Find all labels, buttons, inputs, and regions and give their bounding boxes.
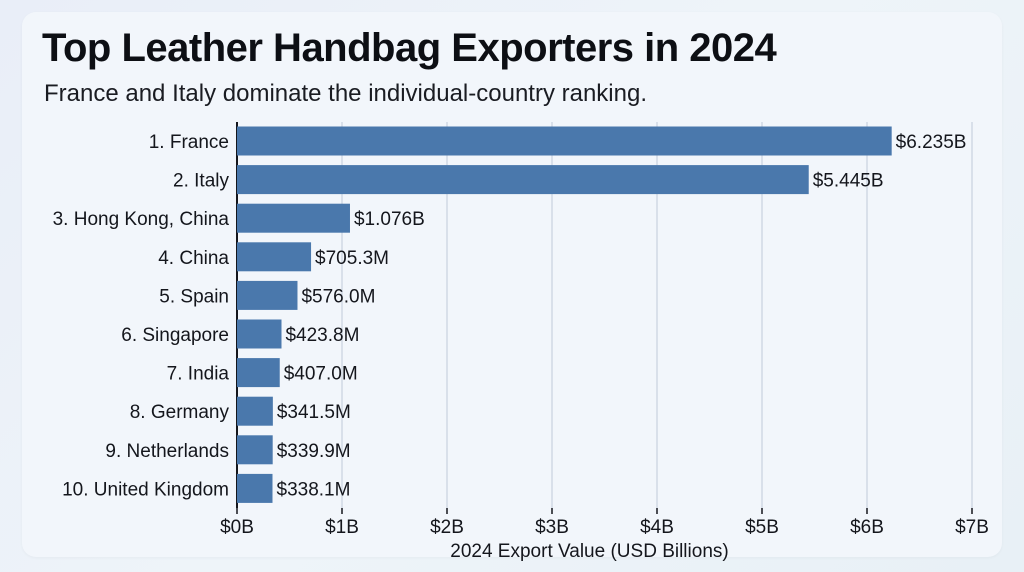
data-label: $576.0M	[301, 286, 375, 307]
chart-title: Top Leather Handbag Exporters in 2024	[42, 26, 777, 70]
category-label: 9. Netherlands	[105, 441, 229, 462]
data-label: $423.8M	[285, 325, 359, 346]
x-tick-label: $1B	[325, 517, 359, 538]
data-label: $5.445B	[813, 171, 884, 192]
chart-card	[22, 12, 1002, 557]
category-label: 1. France	[149, 132, 229, 153]
bar	[237, 242, 312, 272]
data-label: $341.5M	[277, 402, 351, 423]
data-label: $407.0M	[284, 364, 358, 385]
x-axis-title: 2024 Export Value (USD Billions)	[450, 541, 728, 562]
x-tick-label: $4B	[640, 517, 674, 538]
bar	[237, 473, 273, 503]
category-label: 2. Italy	[173, 171, 229, 192]
bar	[237, 396, 273, 426]
bar	[237, 203, 350, 233]
category-label: 3. Hong Kong, China	[53, 209, 230, 230]
bar	[237, 126, 892, 156]
category-label: 4. China	[158, 248, 229, 269]
x-tick-label: $7B	[955, 517, 989, 538]
x-tick-label: $3B	[535, 517, 569, 538]
category-label: 7. India	[167, 364, 230, 385]
x-tick-label: $5B	[745, 517, 779, 538]
x-tick-label: $0B	[220, 517, 254, 538]
data-label: $705.3M	[315, 248, 389, 269]
category-label: 5. Spain	[159, 286, 229, 307]
category-label: 6. Singapore	[121, 325, 229, 346]
bar	[237, 358, 280, 388]
data-label: $6.235B	[896, 132, 967, 153]
data-label: $1.076B	[354, 209, 425, 230]
bar	[237, 319, 282, 349]
data-label: $338.1M	[277, 479, 351, 500]
bar	[237, 165, 809, 195]
category-label: 8. Germany	[130, 402, 230, 423]
data-label: $339.9M	[277, 441, 351, 462]
bar	[237, 280, 298, 310]
bar	[237, 435, 273, 465]
chart-subtitle: France and Italy dominate the individual…	[44, 80, 647, 107]
x-tick-label: $6B	[850, 517, 884, 538]
category-label: 10. United Kingdom	[62, 479, 229, 500]
x-tick-label: $2B	[430, 517, 464, 538]
